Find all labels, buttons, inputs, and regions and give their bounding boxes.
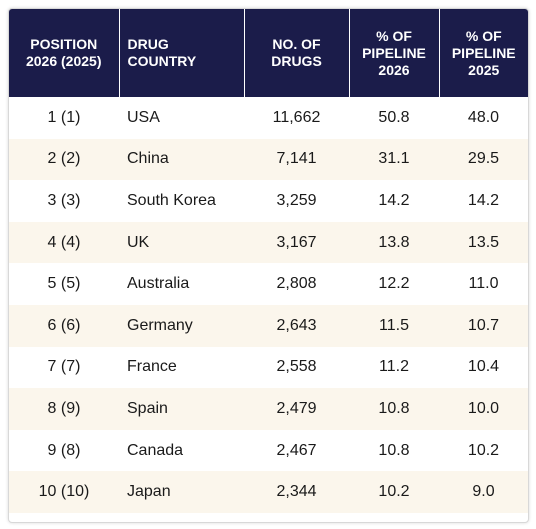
table-row: 5 (5) Australia 2,808 12.2 11.0 <box>9 263 528 305</box>
cell-drugs: 7,141 <box>244 138 349 181</box>
header-country-line-1: DRUG <box>127 36 169 52</box>
cell-country: Australia <box>119 263 244 305</box>
table-row: 6 (6) Germany 2,643 11.5 10.7 <box>9 304 528 347</box>
header-position-line-2: 2026 (2025) <box>25 53 102 69</box>
cell-pipeline-2026: 11.2 <box>349 346 439 389</box>
cell-country: Spain <box>119 388 244 430</box>
header-drugs-line-1: NO. OF <box>272 36 321 52</box>
cell-country: Germany <box>119 304 244 347</box>
cell-drugs: 2,643 <box>244 304 349 347</box>
table-row: 9 (8) Canada 2,467 10.8 10.2 <box>9 429 528 472</box>
cell-pipeline-2025: 48.0 <box>439 97 528 139</box>
drug-pipeline-table: POSITION 2026 (2025) DRUG COUNTRY NO. OF… <box>9 9 528 513</box>
header-pipeline-2026-line-1: % OF <box>376 27 412 44</box>
cell-position: 8 (9) <box>9 388 119 430</box>
header-pipeline-2025-line-3: 2025 <box>468 61 500 78</box>
header-pipeline-2025-line-2: PIPELINE <box>451 44 516 61</box>
cell-pipeline-2026: 11.5 <box>349 304 439 347</box>
header-drugs-line-2: DRUGS <box>271 53 322 69</box>
cell-position: 3 (3) <box>9 180 119 222</box>
cell-country: France <box>119 346 244 389</box>
table-row: 10 (10) Japan 2,344 10.2 9.0 <box>9 471 528 513</box>
header-pipeline-2026-line-3: 2026 <box>378 61 410 78</box>
cell-pipeline-2026: 14.2 <box>349 180 439 222</box>
cell-pipeline-2026: 10.2 <box>349 471 439 513</box>
cell-pipeline-2026: 31.1 <box>349 138 439 181</box>
cell-pipeline-2026: 10.8 <box>349 388 439 430</box>
cell-drugs: 2,808 <box>244 263 349 305</box>
header-drugs: NO. OF DRUGS <box>244 9 350 97</box>
table-row: 1 (1) USA 11,662 50.8 48.0 <box>9 97 528 139</box>
cell-country: Japan <box>119 471 244 513</box>
table-header: POSITION 2026 (2025) DRUG COUNTRY NO. OF… <box>9 9 528 97</box>
header-country-line-2: COUNTRY <box>127 53 197 69</box>
header-position-line-1: POSITION <box>30 36 98 52</box>
cell-position: 7 (7) <box>9 346 119 389</box>
cell-position: 1 (1) <box>9 97 119 139</box>
cell-country: China <box>119 138 244 181</box>
cell-drugs: 2,344 <box>244 471 349 513</box>
cell-pipeline-2025: 11.0 <box>439 263 528 305</box>
table-body: 1 (1) USA 11,662 50.8 48.0 2 (2) China 7… <box>9 97 528 513</box>
cell-pipeline-2025: 14.2 <box>439 180 528 222</box>
cell-pipeline-2025: 13.5 <box>439 221 528 264</box>
header-pipeline-2026: % OF PIPELINE 2026 <box>349 9 440 97</box>
cell-country: South Korea <box>119 180 244 222</box>
table-row: 8 (9) Spain 2,479 10.8 10.0 <box>9 388 528 430</box>
cell-pipeline-2026: 50.8 <box>349 97 439 139</box>
cell-pipeline-2025: 10.4 <box>439 346 528 389</box>
cell-position: 2 (2) <box>9 138 119 181</box>
cell-drugs: 2,479 <box>244 388 349 430</box>
header-pipeline-2025: % OF PIPELINE 2025 <box>439 9 528 97</box>
table-row: 3 (3) South Korea 3,259 14.2 14.2 <box>9 180 528 222</box>
cell-position: 4 (4) <box>9 221 119 264</box>
header-pipeline-2025-line-1: % OF <box>465 27 502 44</box>
header-position: POSITION 2026 (2025) <box>9 9 120 97</box>
table-row: 4 (4) UK 3,167 13.8 13.5 <box>9 221 528 264</box>
cell-position: 10 (10) <box>9 471 119 513</box>
cell-drugs: 2,558 <box>244 346 349 389</box>
header-country: DRUG COUNTRY <box>119 9 245 97</box>
cell-drugs: 3,167 <box>244 221 349 264</box>
cell-position: 6 (6) <box>9 304 119 347</box>
cell-country: UK <box>119 221 244 264</box>
cell-drugs: 2,467 <box>244 429 349 472</box>
cell-drugs: 3,259 <box>244 180 349 222</box>
table-row: 7 (7) France 2,558 11.2 10.4 <box>9 346 528 389</box>
header-pipeline-2026-line-2: PIPELINE <box>362 44 426 61</box>
cell-country: USA <box>119 97 244 139</box>
cell-pipeline-2025: 10.2 <box>439 429 528 472</box>
cell-position: 5 (5) <box>9 263 119 305</box>
drug-pipeline-table-card: POSITION 2026 (2025) DRUG COUNTRY NO. OF… <box>8 8 529 523</box>
cell-pipeline-2026: 12.2 <box>349 263 439 305</box>
cell-pipeline-2025: 29.5 <box>439 138 528 181</box>
table-row: 2 (2) China 7,141 31.1 29.5 <box>9 138 528 181</box>
cell-drugs: 11,662 <box>244 97 349 139</box>
cell-country: Canada <box>119 429 244 472</box>
cell-pipeline-2026: 13.8 <box>349 221 439 264</box>
cell-pipeline-2025: 10.0 <box>439 388 528 430</box>
cell-pipeline-2026: 10.8 <box>349 429 439 472</box>
header-row: POSITION 2026 (2025) DRUG COUNTRY NO. OF… <box>9 9 528 97</box>
cell-pipeline-2025: 10.7 <box>439 304 528 347</box>
cell-pipeline-2025: 9.0 <box>439 471 528 513</box>
cell-position: 9 (8) <box>9 429 119 472</box>
